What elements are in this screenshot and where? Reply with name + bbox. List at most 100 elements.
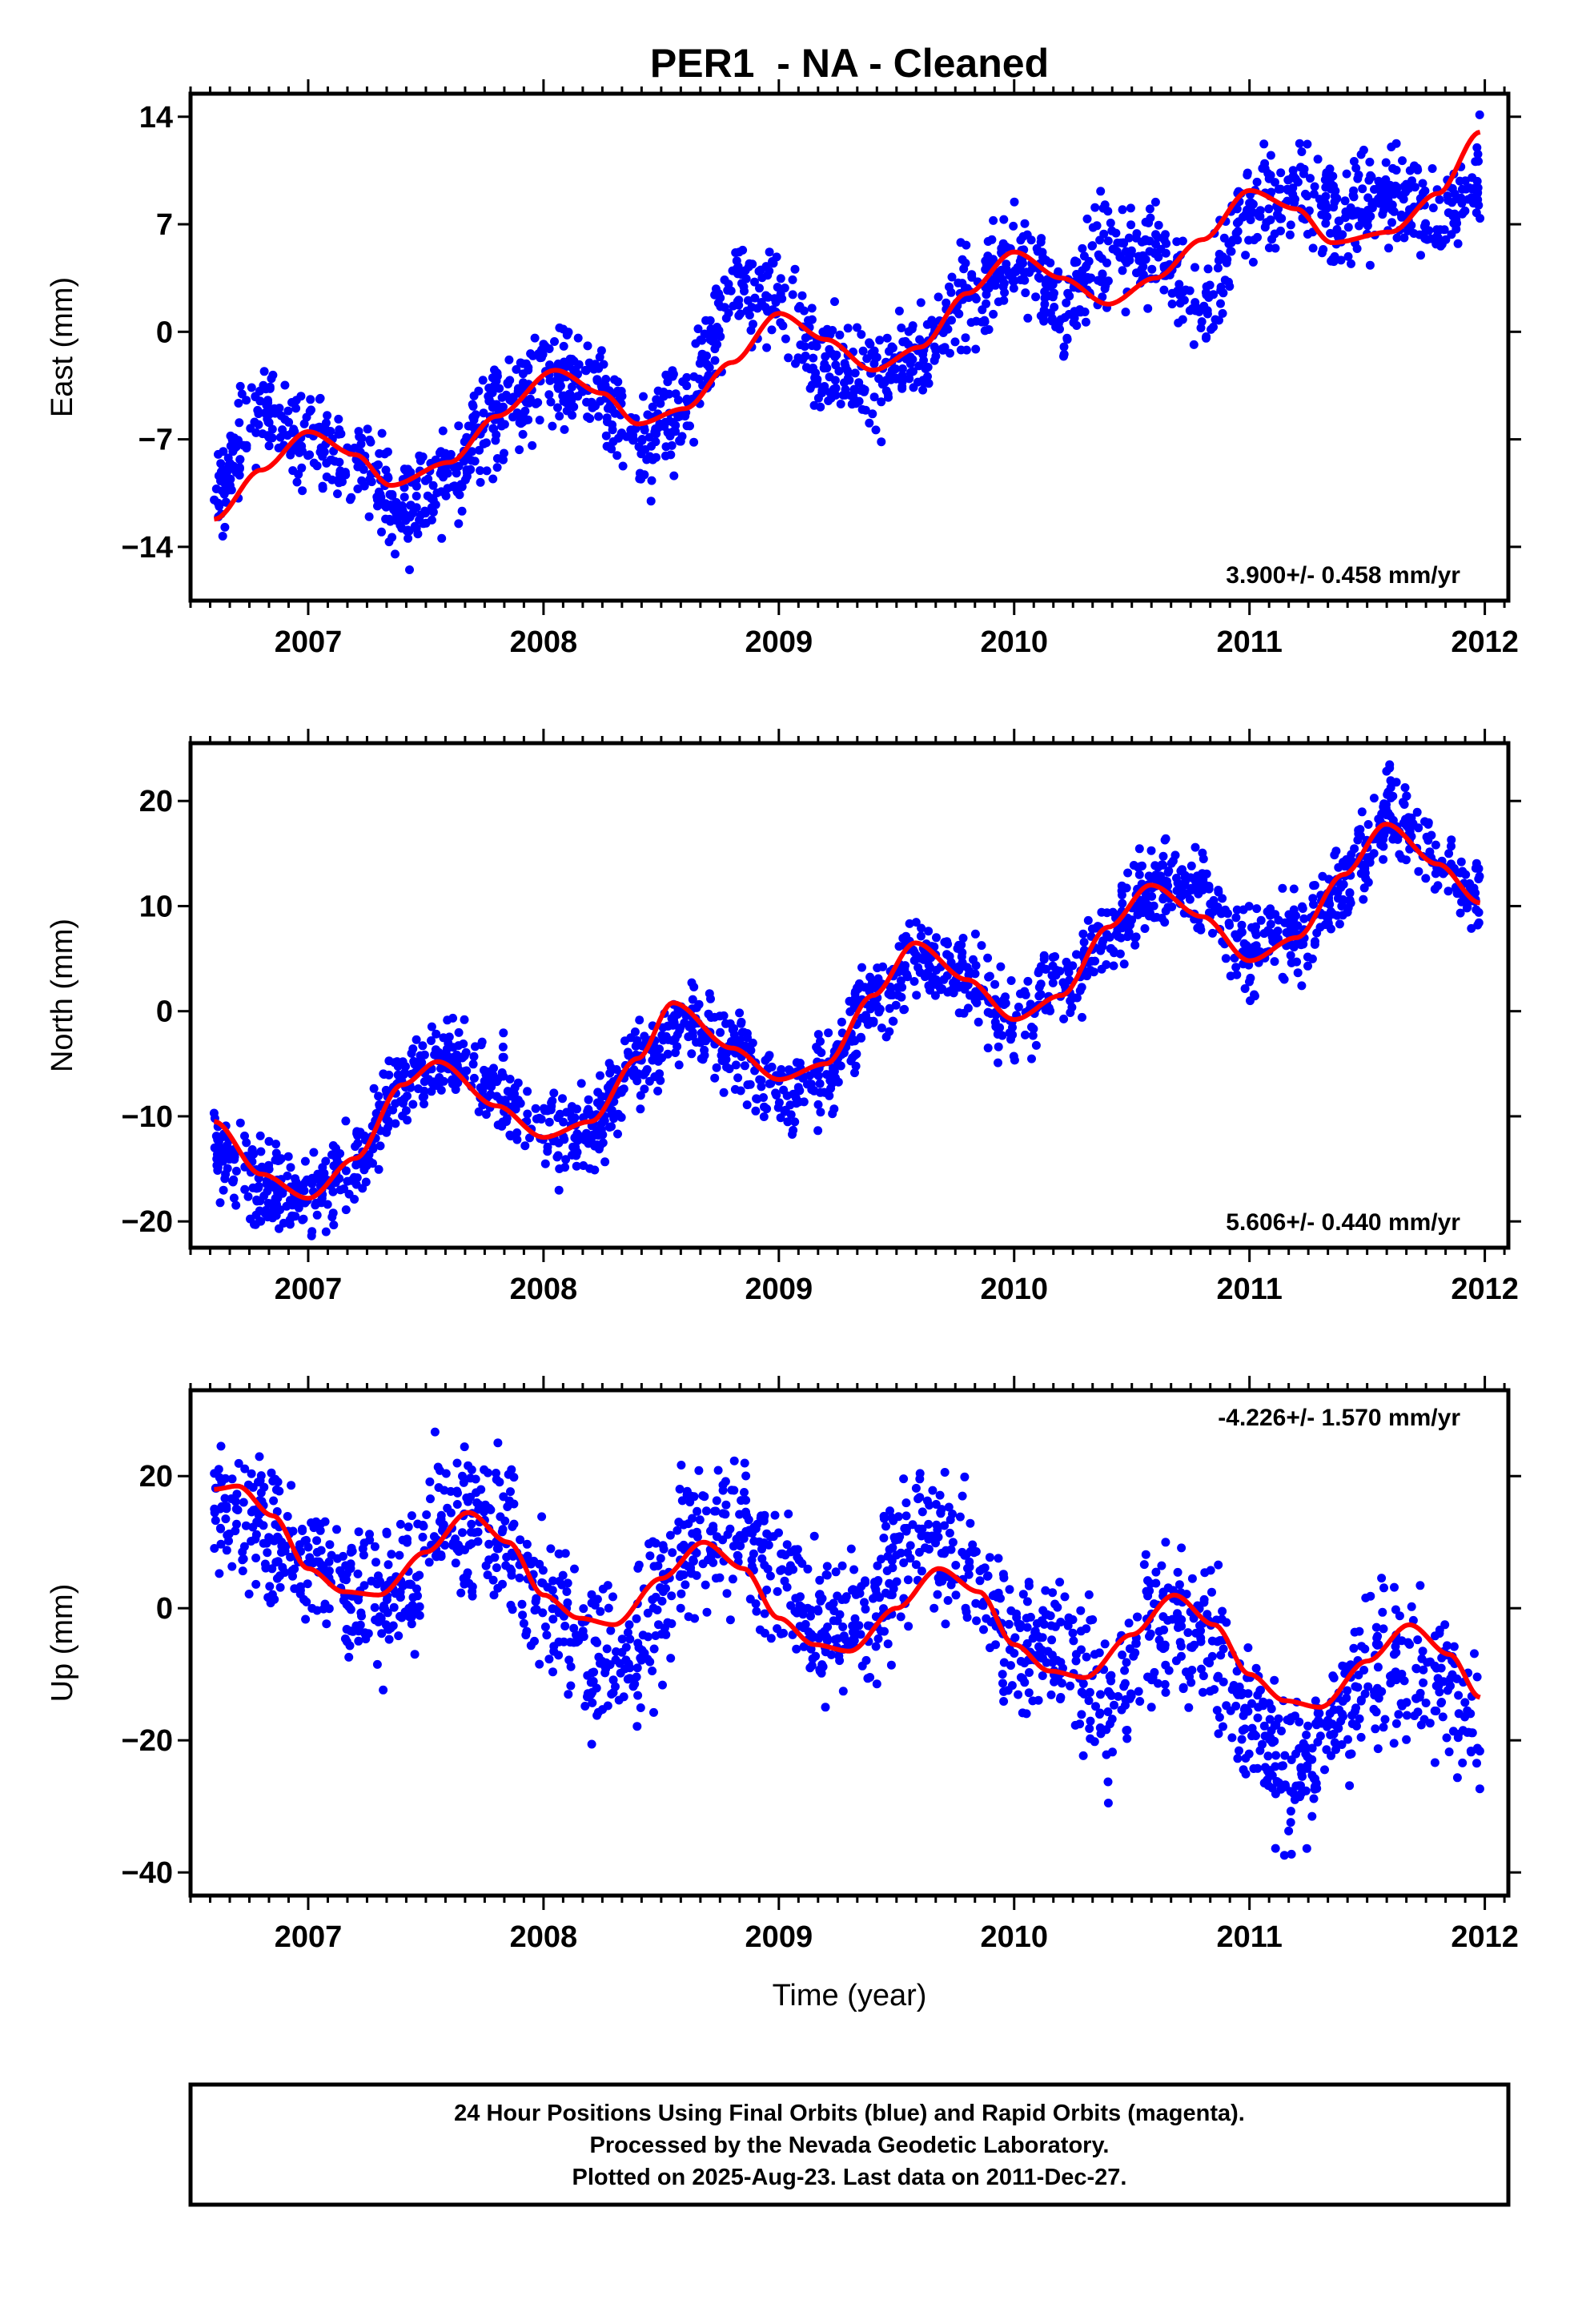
data-point (322, 1619, 331, 1629)
data-point (644, 432, 654, 442)
data-point (432, 489, 442, 497)
data-point (1292, 957, 1302, 967)
data-point (1036, 990, 1046, 999)
data-point (827, 1079, 837, 1088)
data-point (489, 424, 499, 434)
data-point (1427, 164, 1437, 173)
x-tick-label: 2012 (1451, 625, 1519, 659)
data-point (612, 451, 622, 460)
data-point (840, 359, 849, 368)
data-point (602, 413, 612, 423)
data-point (592, 1140, 602, 1149)
data-point (1077, 1710, 1086, 1719)
data-point (879, 1511, 889, 1521)
data-point (653, 1086, 663, 1096)
data-point (1144, 218, 1154, 227)
data-point (462, 1066, 472, 1076)
data-point (1419, 222, 1429, 231)
data-point (1063, 288, 1073, 298)
data-point (1266, 171, 1275, 180)
data-point (1299, 169, 1308, 179)
data-point (540, 1622, 550, 1631)
data-point (1020, 268, 1029, 278)
data-point (656, 1076, 665, 1085)
data-point (291, 396, 301, 405)
data-point (1006, 976, 1016, 985)
data-point (979, 1625, 988, 1634)
data-point (954, 309, 964, 319)
data-point (1321, 191, 1331, 201)
data-point (428, 480, 438, 490)
data-point (1077, 983, 1086, 992)
data-point (591, 1636, 600, 1646)
data-point (250, 417, 259, 427)
data-point (1260, 159, 1270, 168)
data-point (604, 1123, 614, 1132)
data-point (1218, 1606, 1227, 1616)
data-point (984, 283, 994, 293)
data-point (525, 1133, 534, 1143)
data-point (323, 411, 332, 420)
data-point (1318, 210, 1327, 219)
data-point (822, 324, 832, 334)
data-point (692, 1038, 701, 1047)
data-point (1102, 1725, 1111, 1735)
data-point (759, 1093, 768, 1102)
data-point (1082, 1652, 1091, 1662)
data-point (259, 380, 268, 390)
data-point (1367, 199, 1377, 209)
data-point (1204, 293, 1214, 302)
data-point (1010, 197, 1019, 207)
data-point (555, 412, 564, 421)
data-point (958, 1491, 967, 1501)
data-point (1081, 317, 1090, 327)
data-point (725, 1615, 735, 1625)
data-point (1225, 920, 1235, 930)
data-point (584, 1108, 593, 1116)
data-point (476, 466, 485, 476)
data-point (482, 466, 492, 476)
data-point (359, 1131, 369, 1140)
data-point (781, 1105, 790, 1115)
data-point (1379, 799, 1389, 809)
data-point (498, 1042, 508, 1051)
data-point (1285, 230, 1295, 239)
data-point (506, 1487, 515, 1497)
data-point (946, 348, 954, 358)
data-point (335, 457, 344, 467)
data-point (1152, 912, 1162, 922)
data-point (1397, 854, 1407, 863)
data-point (275, 1205, 285, 1215)
data-point (492, 372, 502, 381)
data-point (400, 510, 410, 519)
data-point (530, 333, 540, 343)
data-point (1062, 298, 1071, 308)
data-point (701, 1580, 710, 1590)
data-point (1400, 783, 1410, 792)
data-point (984, 325, 994, 334)
data-point (554, 1185, 564, 1195)
data-point (934, 292, 943, 302)
data-point (719, 1088, 729, 1097)
data-point (493, 1120, 503, 1130)
data-point (223, 453, 233, 463)
data-point (328, 1208, 338, 1218)
data-point (1457, 199, 1467, 208)
data-point (816, 402, 825, 412)
data-point (749, 320, 757, 329)
data-point (813, 1126, 823, 1136)
data-point (705, 989, 714, 999)
data-point (1271, 1751, 1281, 1760)
data-point (220, 522, 230, 532)
data-point (455, 490, 464, 500)
data-point (616, 1668, 625, 1678)
data-point (1095, 1710, 1104, 1719)
data-point (319, 447, 329, 456)
data-point (1041, 964, 1050, 974)
data-point (383, 1123, 392, 1132)
data-point (1286, 1818, 1295, 1827)
data-point (893, 983, 902, 992)
y-tick-label: −10 (122, 1100, 173, 1134)
data-point (1471, 157, 1480, 167)
data-point (580, 365, 590, 375)
